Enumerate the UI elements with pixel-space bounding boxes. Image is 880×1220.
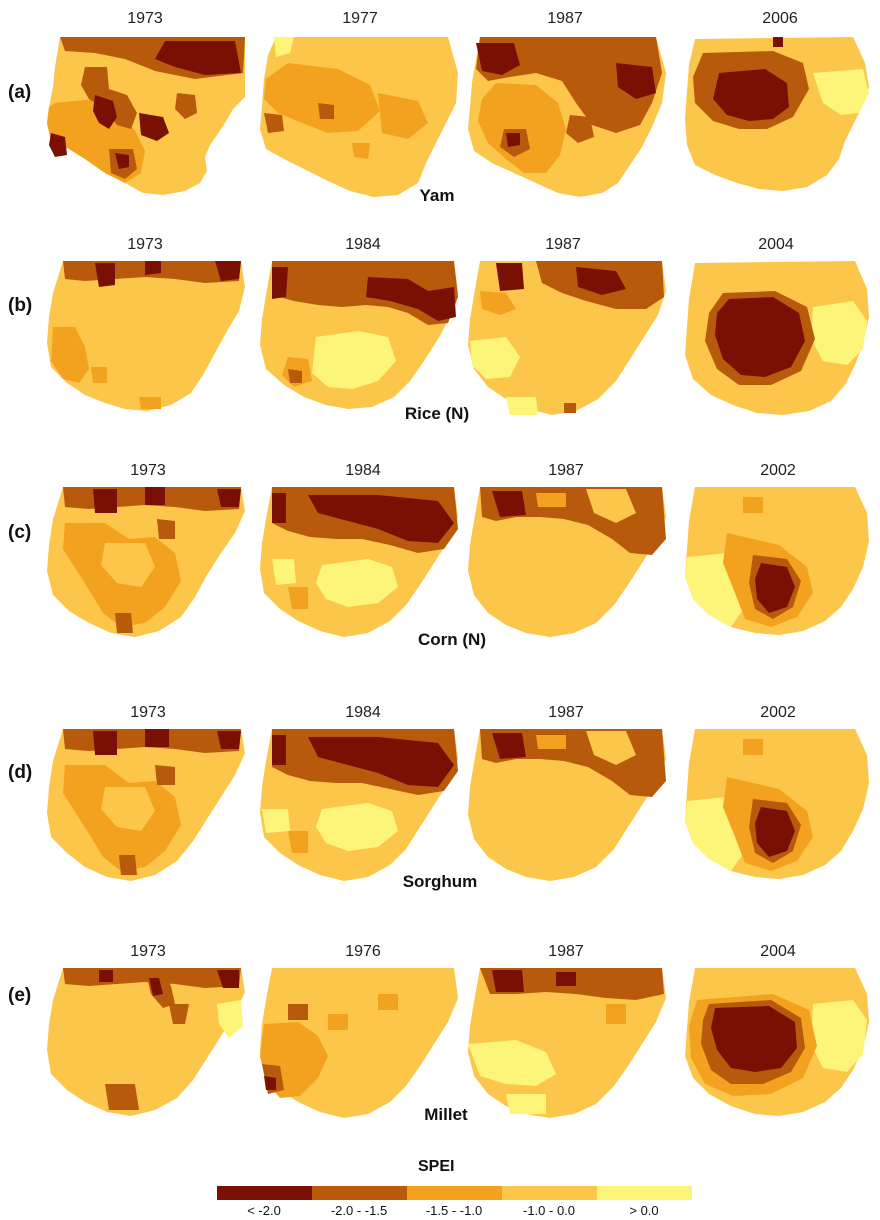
spei-map-b-4	[685, 261, 869, 415]
year-label-b-4: 2004	[758, 236, 794, 253]
legend-label-2: -2.0 - -1.5	[330, 1203, 388, 1218]
row-label-b: (b)	[8, 295, 33, 316]
legend-swatch-5	[597, 1186, 692, 1200]
year-label-c-3: 1987	[548, 462, 584, 479]
year-label-d-1: 1973	[130, 704, 166, 721]
year-label-c-4: 2002	[760, 462, 796, 479]
spei-map-a-3	[468, 37, 666, 197]
legend-swatch-2	[312, 1186, 407, 1200]
legend-swatch-3	[407, 1186, 502, 1200]
spei-map-a-2	[260, 37, 458, 197]
crop-name-rice: Rice (N)	[404, 404, 470, 423]
row-label-e: (e)	[8, 985, 32, 1006]
legend-label-1: < -2.0	[247, 1203, 281, 1218]
crop-name-corn: Corn (N)	[418, 630, 486, 649]
spei-map-c-4	[685, 487, 869, 635]
year-label-d-4: 2002	[760, 704, 796, 721]
spei-map-c-3	[468, 487, 666, 637]
year-label-e-2: 1976	[345, 943, 381, 960]
year-label-b-2: 1984	[345, 236, 381, 253]
year-label-d-2: 1984	[345, 704, 381, 721]
legend-label-4: -1.0 - 0.0	[522, 1203, 576, 1218]
spei-map-b-3	[468, 261, 666, 415]
spei-map-d-4	[685, 729, 869, 879]
row-label-c: (c)	[8, 522, 32, 543]
year-label-b-3: 1987	[545, 236, 581, 253]
spei-map-e-3	[468, 968, 666, 1118]
spei-map-d-2	[260, 729, 458, 881]
spei-map-d-3	[468, 729, 666, 881]
year-label-b-1: 1973	[127, 236, 163, 253]
row-label-a: (a)	[8, 82, 32, 103]
year-label-e-3: 1987	[548, 943, 584, 960]
year-label-a-3: 1987	[547, 10, 583, 27]
spei-map-b-1	[47, 261, 245, 411]
spei-map-a-1	[47, 37, 245, 195]
year-label-a-1: 1973	[127, 10, 163, 27]
year-label-e-1: 1973	[130, 943, 166, 960]
legend-swatch-4	[502, 1186, 597, 1200]
year-label-c-2: 1984	[345, 462, 381, 479]
spei-map-c-1	[47, 487, 245, 637]
legend-label-5: > 0.0	[629, 1203, 659, 1218]
crop-name-millet: Millet	[424, 1105, 468, 1124]
year-label-a-4: 2006	[762, 10, 798, 27]
year-label-d-3: 1987	[548, 704, 584, 721]
crop-name-sorghum: Sorghum	[402, 872, 478, 891]
spei-map-d-1	[47, 729, 245, 881]
spei-map-e-1	[47, 968, 245, 1116]
legend-color-bar	[217, 1186, 692, 1200]
legend-swatch-1	[217, 1186, 312, 1200]
spei-map-e-2	[260, 968, 458, 1118]
year-label-e-4: 2004	[760, 943, 796, 960]
spei-map-c-2	[260, 487, 458, 637]
legend-title: SPEI	[418, 1158, 455, 1175]
crop-name-yam: Yam	[419, 186, 455, 205]
year-label-a-2: 1977	[342, 10, 378, 27]
spei-map-b-2	[260, 261, 458, 409]
row-label-d: (d)	[8, 762, 33, 783]
legend-label-3: -1.5 - -1.0	[425, 1203, 483, 1218]
year-label-c-1: 1973	[130, 462, 166, 479]
spei-map-a-4	[685, 37, 869, 191]
spei-map-e-4	[685, 968, 869, 1116]
